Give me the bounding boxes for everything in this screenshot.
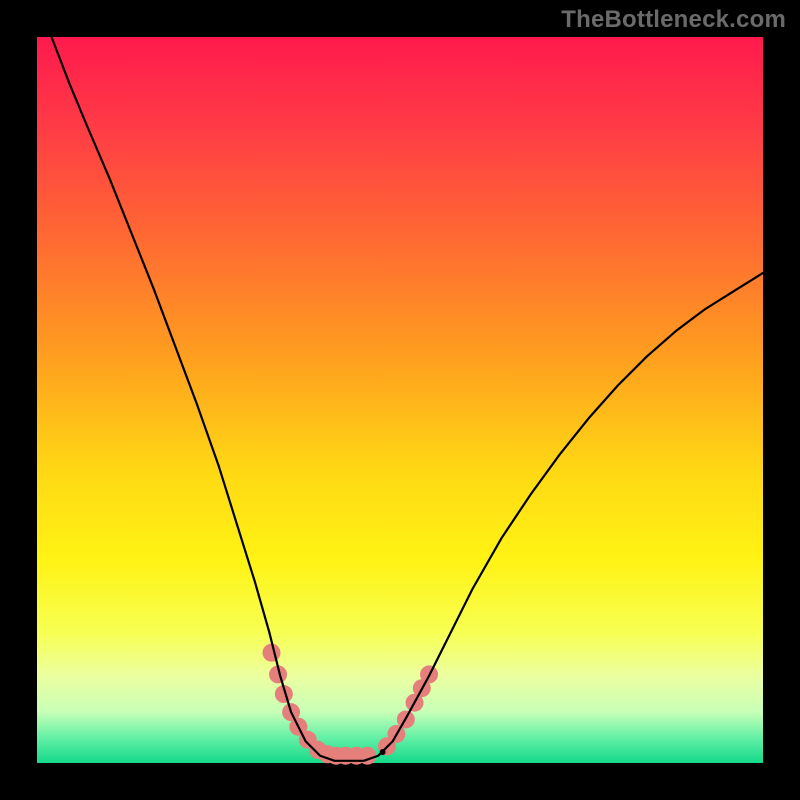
data-marker: [263, 644, 281, 662]
image-root: TheBottleneck.com: [0, 0, 800, 800]
focus-point-marker: [380, 749, 386, 755]
chart-svg: [0, 0, 800, 800]
data-marker: [358, 747, 376, 765]
plot-background: [37, 37, 763, 763]
